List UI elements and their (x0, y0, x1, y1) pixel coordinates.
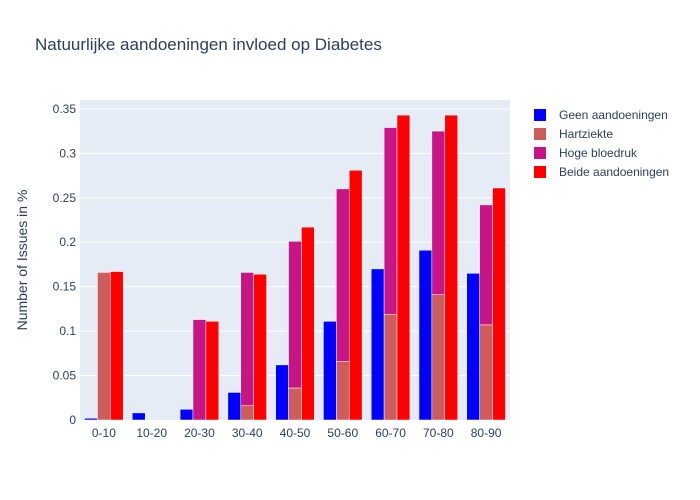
x-tick-label: 40-50 (280, 426, 311, 440)
bar-beide-aandoeningen-60-70[interactable] (396, 114, 411, 421)
bar-hartziekte-60-70[interactable] (383, 313, 398, 421)
bar-hoge-bloedruk-80-90[interactable] (479, 204, 493, 326)
bar-hartziekte-50-60[interactable] (336, 361, 350, 421)
y-tick-label: 0.25 (53, 191, 77, 205)
legend-swatch[interactable] (534, 147, 546, 159)
x-tick-label: 80-90 (471, 426, 502, 440)
y-tick-label: 0.1 (59, 324, 76, 338)
bar-geen-aandoeningen-50-60[interactable] (323, 321, 337, 421)
bar-geen-aandoeningen-0-10[interactable] (84, 417, 98, 421)
bar-geen-aandoeningen-10-20[interactable] (132, 412, 146, 421)
x-axis-ticks: 0-10 10-20 20-30 30-40 40-50 50-60 60-70 70-80 8… (92, 426, 502, 440)
chart-title: Natuurlijke aandoeningen invloed op Diab… (35, 35, 382, 54)
x-tick-label: 0-10 (92, 426, 116, 440)
bar-beide-aandoeningen-50-60[interactable] (348, 169, 363, 421)
bar-beide-aandoeningen-20-30[interactable] (205, 321, 220, 421)
bar-geen-aandoeningen-40-50[interactable] (275, 364, 289, 421)
y-tick-label: 0.15 (53, 280, 77, 294)
bar-hoge-bloedruk-70-80[interactable] (431, 130, 446, 295)
x-tick-label: 30-40 (232, 426, 263, 440)
y-tick-label: 0.35 (53, 102, 77, 116)
y-axis-ticks: 0 0.05 0.1 0.15 0.2 0.25 0.3 0.35 (53, 102, 77, 427)
legend[interactable]: Geen aandoeningen Hartziekte Hoge bloedruk… (534, 108, 669, 179)
bar-hoge-bloedruk-60-70[interactable] (383, 127, 398, 315)
x-tick-label: 20-30 (184, 426, 215, 440)
legend-label[interactable]: Hoge bloedruk (559, 146, 638, 160)
bar-hartziekte-0-10[interactable] (97, 272, 111, 421)
bar-beide-aandoeningen-0-10[interactable] (110, 271, 124, 421)
bar-hartziekte-40-50[interactable] (288, 387, 302, 421)
bar-geen-aandoeningen-20-30[interactable] (179, 409, 194, 421)
bar-beide-aandoeningen-70-80[interactable] (444, 114, 458, 421)
bar-geen-aandoeningen-80-90[interactable] (466, 273, 480, 421)
bar-hoge-bloedruk-50-60[interactable] (336, 188, 350, 362)
legend-label[interactable]: Beide aandoeningen (559, 165, 669, 179)
bar-beide-aandoeningen-40-50[interactable] (301, 226, 315, 421)
legend-label[interactable]: Hartziekte (559, 127, 613, 141)
bar-hoge-bloedruk-30-40[interactable] (240, 272, 254, 407)
y-tick-label: 0.3 (59, 146, 76, 160)
bar-hartziekte-70-80[interactable] (431, 294, 446, 421)
bar-hoge-bloedruk-20-30[interactable] (192, 319, 207, 421)
x-tick-label: 70-80 (423, 426, 454, 440)
x-tick-label: 50-60 (327, 426, 358, 440)
y-tick-label: 0.2 (59, 235, 76, 249)
y-tick-label: 0 (69, 413, 76, 427)
bar-beide-aandoeningen-30-40[interactable] (253, 273, 267, 421)
legend-swatch[interactable] (534, 109, 546, 121)
legend-swatch[interactable] (534, 166, 546, 178)
bar-hartziekte-30-40[interactable] (240, 405, 254, 421)
x-tick-label: 10-20 (136, 426, 167, 440)
bar-hartziekte-80-90[interactable] (479, 324, 493, 421)
x-tick-label: 60-70 (375, 426, 406, 440)
bars (84, 114, 506, 421)
legend-swatch[interactable] (534, 128, 546, 140)
y-axis-title: Number of Issues in % (14, 190, 30, 331)
bar-geen-aandoeningen-30-40[interactable] (227, 392, 242, 421)
bar-geen-aandoeningen-60-70[interactable] (370, 268, 385, 421)
y-tick-label: 0.05 (53, 369, 77, 383)
bar-geen-aandoeningen-70-80[interactable] (418, 249, 433, 421)
legend-label[interactable]: Geen aandoeningen (559, 108, 668, 122)
bar-beide-aandoeningen-80-90[interactable] (492, 187, 506, 421)
bar-hoge-bloedruk-40-50[interactable] (288, 241, 302, 389)
